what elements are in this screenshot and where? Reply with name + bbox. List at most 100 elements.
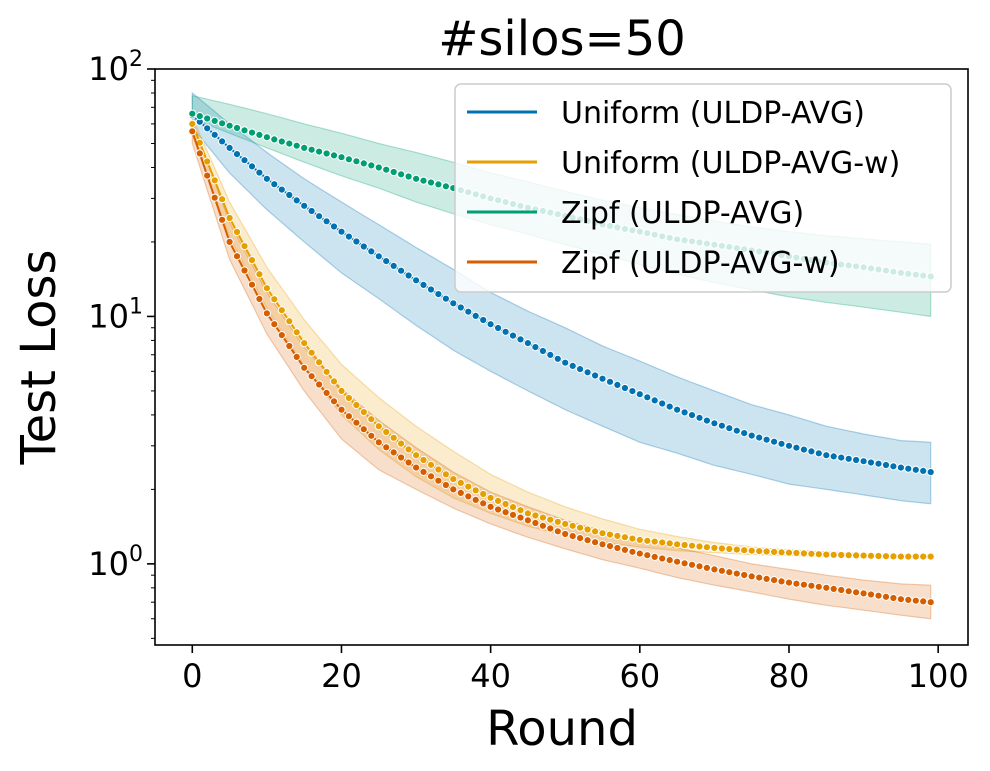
data-point [203,114,212,123]
data-point [232,150,242,159]
data-point [494,496,503,505]
data-point [762,435,771,444]
data-point [762,547,771,556]
data-point [262,133,271,142]
data-point [881,460,891,470]
data-point [203,124,212,133]
data-point [315,147,324,156]
data-point [844,551,853,560]
data-point [695,562,704,571]
data-point [501,327,510,336]
data-point [635,535,644,545]
data-point [859,457,868,466]
data-point [673,405,682,414]
data-point [643,393,652,402]
legend-label: Zipf (ULDP-AVG-w) [561,246,840,281]
data-point [232,123,242,133]
data-point [822,550,831,559]
data-point [837,585,846,595]
data-point [896,595,906,604]
data-point [404,445,413,454]
data-point [486,320,495,329]
y-tick-label: 102 [88,47,143,88]
data-point [449,485,458,494]
data-point [225,237,234,246]
data-point [262,174,271,183]
data-point [486,493,495,502]
data-point [911,596,920,605]
data-point [531,511,540,520]
data-point [300,201,309,210]
data-point [240,156,249,165]
data-point [658,554,667,563]
data-point [337,153,346,162]
data-point [307,348,316,357]
data-point [292,328,301,337]
data-point [687,541,697,550]
data-point [285,139,294,148]
data-point [464,492,473,501]
data-point [464,307,473,316]
data-point [799,580,809,589]
data-point [307,372,316,381]
data-point [732,426,741,435]
data-point [866,590,876,599]
x-axis-label: Round [486,701,638,757]
data-point [725,568,734,577]
data-point [620,533,630,542]
data-point [426,285,436,294]
data-point [829,584,838,594]
data-point [605,542,615,551]
data-point [792,443,801,452]
data-point [479,489,488,499]
data-point [188,127,197,136]
data-point [359,159,368,168]
y-axis-label: Test Loss [11,249,67,465]
x-tick-label: 80 [769,657,810,695]
data-point [210,116,219,126]
data-point [508,510,518,520]
data-point [374,422,383,431]
data-point [538,521,548,530]
data-point [620,545,630,555]
data-point [412,174,421,183]
data-point [725,424,734,433]
x-tick-label: 40 [470,657,511,695]
data-point [613,543,622,553]
data-point [650,537,659,546]
data-point [926,598,935,607]
data-point [456,303,465,312]
data-point [419,467,428,476]
data-point [374,252,383,261]
data-point [777,577,786,586]
data-point [680,408,689,417]
data-point [859,589,868,598]
data-point [501,499,510,509]
data-point [889,593,898,603]
data-point [881,552,891,561]
y-tick-label: 101 [88,294,143,335]
data-point [777,548,786,557]
data-point [397,439,406,448]
data-point [270,180,279,189]
data-point [434,476,443,485]
data-point [307,206,316,216]
data-point [382,165,391,174]
data-point [807,447,816,456]
data-point [568,532,577,541]
data-point [292,196,301,205]
data-point [329,397,339,406]
data-point [374,438,383,447]
data-point [218,119,227,128]
data-point [777,439,786,448]
data-point [799,549,809,558]
data-point [628,547,637,556]
data-point [404,271,413,280]
data-point [337,227,346,236]
data-point [434,180,443,189]
data-point [404,172,413,181]
data-point [203,157,212,166]
data-point [210,130,219,139]
data-point [337,386,346,395]
data-point [255,294,264,304]
